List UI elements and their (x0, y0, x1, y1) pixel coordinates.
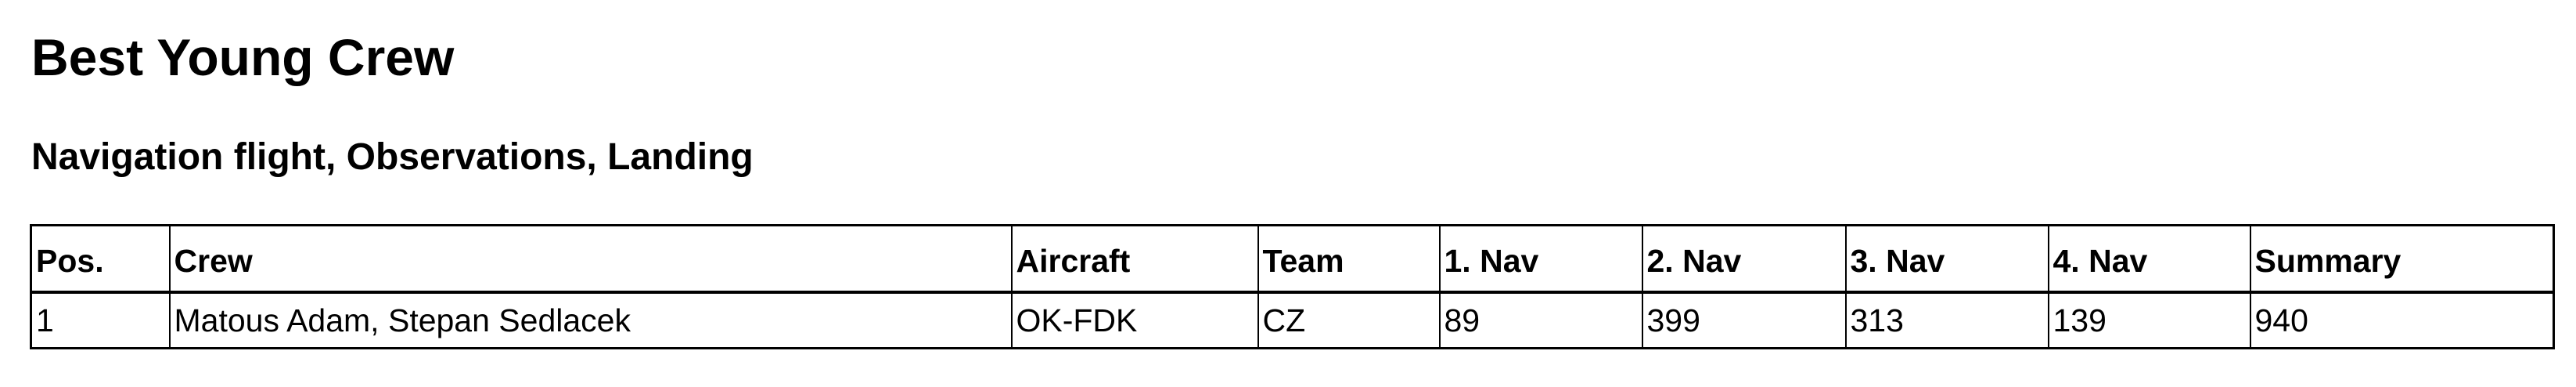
header-team: Team (1257, 224, 1441, 294)
header-nav-2: 2. Nav (1641, 224, 1847, 294)
cell-team: CZ (1257, 291, 1441, 349)
header-nav-3: 3. Nav (1844, 224, 2049, 294)
cell-nav-1: 89 (1438, 291, 1643, 349)
cell-crew: Matous Adam, Stepan Sedlacek (168, 291, 1013, 349)
cell-aircraft: OK-FDK (1010, 291, 1259, 349)
header-crew: Crew (168, 224, 1013, 294)
header-nav-4: 4. Nav (2047, 224, 2251, 294)
results-table: Pos. Crew Aircraft Team 1. Nav 2. Nav 3.… (30, 224, 2555, 349)
header-nav-1: 1. Nav (1438, 224, 1643, 294)
cell-nav-2: 399 (1641, 291, 1847, 349)
cell-nav-4: 139 (2047, 291, 2251, 349)
cell-summary: 940 (2249, 291, 2555, 349)
header-summary: Summary (2249, 224, 2555, 294)
table-row: 1 Matous Adam, Stepan Sedlacek OK-FDK CZ… (30, 291, 2555, 349)
cell-nav-3: 313 (1844, 291, 2049, 349)
header-aircraft: Aircraft (1010, 224, 1259, 294)
header-pos: Pos. (30, 224, 171, 294)
table-header-row: Pos. Crew Aircraft Team 1. Nav 2. Nav 3.… (30, 224, 2555, 294)
page-title: Best Young Crew (31, 28, 455, 86)
section-subtitle: Navigation flight, Observations, Landing (31, 136, 754, 178)
cell-pos: 1 (30, 291, 171, 349)
